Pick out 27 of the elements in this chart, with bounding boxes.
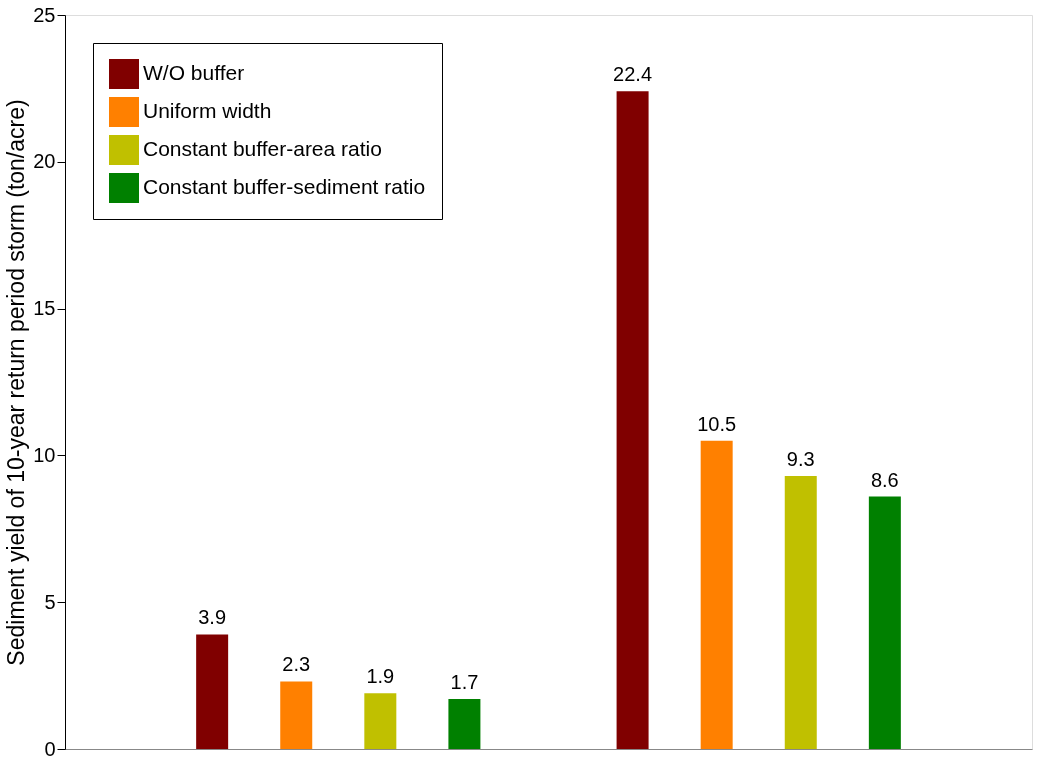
legend-label: Uniform width [143,99,272,122]
data-label: 2.3 [282,653,311,676]
y-tick-label: 15 [33,297,56,320]
legend-label: W/O buffer [143,61,245,84]
bar [700,440,733,749]
y-tick-label: 5 [44,590,56,613]
bar [868,496,901,749]
bar [448,699,481,749]
bar [196,634,229,749]
data-label: 10.5 [697,412,737,435]
bar [364,693,397,749]
data-label: 9.3 [786,447,815,470]
data-label: 1.9 [366,665,395,688]
y-tick-label: 10 [33,443,56,466]
bar [616,91,649,749]
y-tick-label: 20 [33,150,56,173]
data-label: 1.7 [450,671,479,694]
legend-label: Constant buffer-sediment ratio [143,175,426,198]
y-tick-label: 0 [44,737,56,760]
y-tick-label: 25 [33,3,56,26]
bar [784,475,817,749]
data-label: 22.4 [613,63,653,86]
y-axis-title: Sediment yield of 10-year return period storm (ton/acre) [3,99,30,666]
data-label: 8.6 [870,468,899,491]
bar [280,681,313,749]
data-label: 3.9 [198,606,227,629]
legend-label: Constant buffer-area ratio [143,137,382,160]
